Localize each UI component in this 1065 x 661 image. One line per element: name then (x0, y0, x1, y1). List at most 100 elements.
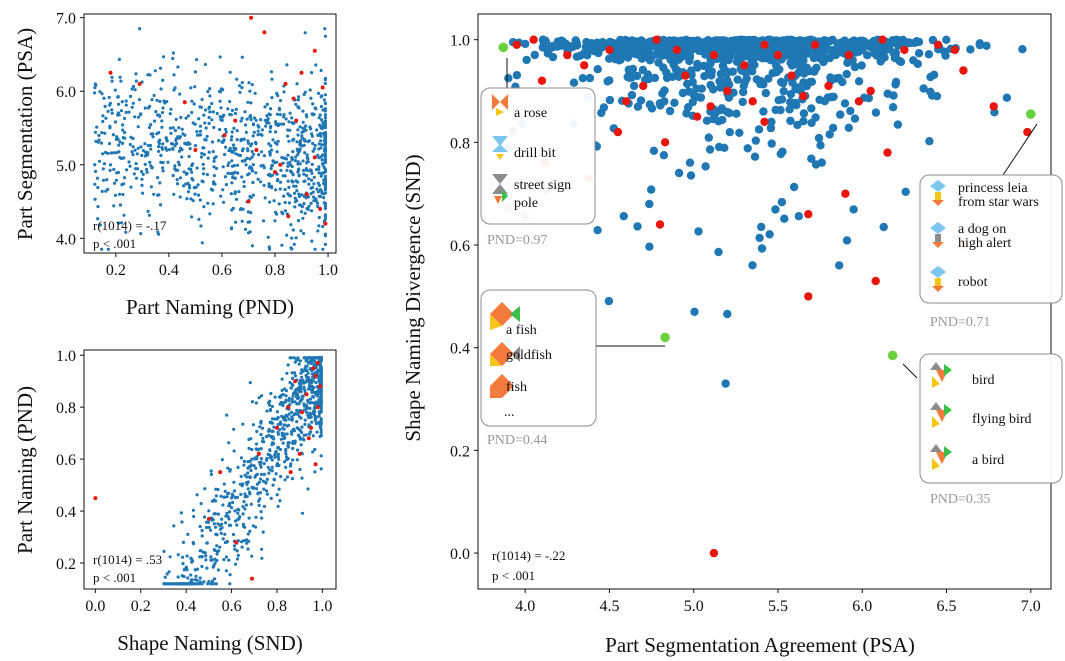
p1-point (305, 156, 309, 160)
p1-xtick-label: 0.4 (159, 262, 179, 279)
p3-point (545, 44, 555, 53)
p3-point (788, 78, 797, 87)
p2-point (224, 555, 228, 559)
p2-point (189, 573, 193, 577)
p2-point (290, 400, 294, 404)
p1-point (201, 162, 205, 166)
p1-point (323, 242, 327, 246)
p2-points (93, 356, 323, 586)
p1-point (184, 182, 188, 186)
p2-point (228, 503, 232, 508)
p3-point-highlight (900, 45, 909, 55)
p2-point (202, 580, 206, 584)
p2-point (319, 418, 323, 423)
p1-point (94, 169, 98, 173)
p1-point (315, 128, 319, 132)
p1-point (177, 149, 181, 153)
p2-point (232, 480, 236, 484)
p1-point (323, 109, 327, 113)
p1-point (102, 162, 106, 166)
p3-point (793, 120, 802, 130)
p2-point (167, 570, 171, 574)
p1-point (299, 229, 303, 233)
p2-point (319, 405, 323, 409)
p1-point (189, 197, 193, 201)
p1-point (131, 153, 135, 157)
p1-xtick-label: 0.6 (212, 262, 232, 279)
p1-point (108, 126, 112, 130)
p2-point (311, 434, 315, 438)
p2-point (314, 421, 318, 426)
p2-point (193, 568, 197, 572)
p3-point (866, 40, 876, 49)
p2-point (165, 572, 169, 576)
p2-point (250, 400, 254, 404)
p1-point (319, 146, 323, 150)
p1-point (145, 170, 149, 174)
p1-point (99, 141, 104, 145)
p2-point (311, 379, 315, 383)
p3-point (814, 133, 824, 143)
p1-point (178, 195, 182, 199)
p2-point (181, 540, 186, 545)
p1-point (221, 165, 225, 169)
p1-point (309, 201, 313, 205)
p1-point (242, 180, 246, 184)
p2-point (233, 509, 237, 513)
p2-point (205, 566, 209, 570)
p3-point (709, 114, 718, 124)
p3-point (747, 53, 757, 62)
p1-point (140, 170, 144, 174)
p3-point (633, 71, 642, 81)
p2-point (306, 487, 310, 491)
p1-point (224, 183, 228, 187)
p3-point (688, 77, 697, 87)
p2-point (298, 428, 302, 432)
p1-point (152, 93, 156, 98)
p1-point (202, 205, 206, 209)
p1-point (321, 124, 325, 128)
p3-point (633, 222, 642, 231)
p1-point (96, 217, 100, 221)
p1-point (249, 211, 253, 215)
p2-point (319, 454, 323, 458)
p1-point (310, 132, 314, 136)
p1-point (292, 137, 296, 141)
p2-point (314, 415, 319, 419)
p2-point (219, 494, 223, 498)
p2-point (249, 502, 253, 506)
p1-point (274, 130, 278, 134)
p1-point (159, 87, 163, 91)
p2-point (276, 455, 280, 459)
p2-point (238, 482, 242, 486)
p2-point (292, 412, 297, 416)
p3-point-highlight (804, 210, 813, 219)
p2-point (206, 582, 210, 586)
p2-point (290, 418, 294, 422)
p2-point (278, 447, 282, 452)
p1-point (289, 169, 293, 173)
p1-point (202, 167, 206, 171)
p3-point (884, 44, 893, 53)
p1-point (130, 150, 134, 154)
p2-point (185, 568, 189, 572)
p3-point (799, 117, 808, 126)
p2-point (317, 374, 321, 378)
p2-point (245, 495, 249, 499)
p1-point (296, 153, 300, 157)
p1-point (314, 107, 318, 111)
p3-point (812, 63, 821, 72)
p2-ytick-label: 0.6 (56, 452, 76, 469)
p1-point (246, 149, 250, 153)
p1-point (248, 157, 252, 161)
p1-point (124, 99, 128, 103)
p1-point (180, 155, 184, 159)
p2-point (245, 541, 249, 545)
p3-point (767, 117, 776, 127)
p1-point (98, 90, 102, 94)
p2-point (295, 420, 299, 424)
p1-point (175, 178, 179, 182)
p1-point (293, 191, 297, 195)
p3-ytick-label: 0.6 (450, 238, 470, 255)
callout-rose-label-4: pole (514, 196, 538, 211)
